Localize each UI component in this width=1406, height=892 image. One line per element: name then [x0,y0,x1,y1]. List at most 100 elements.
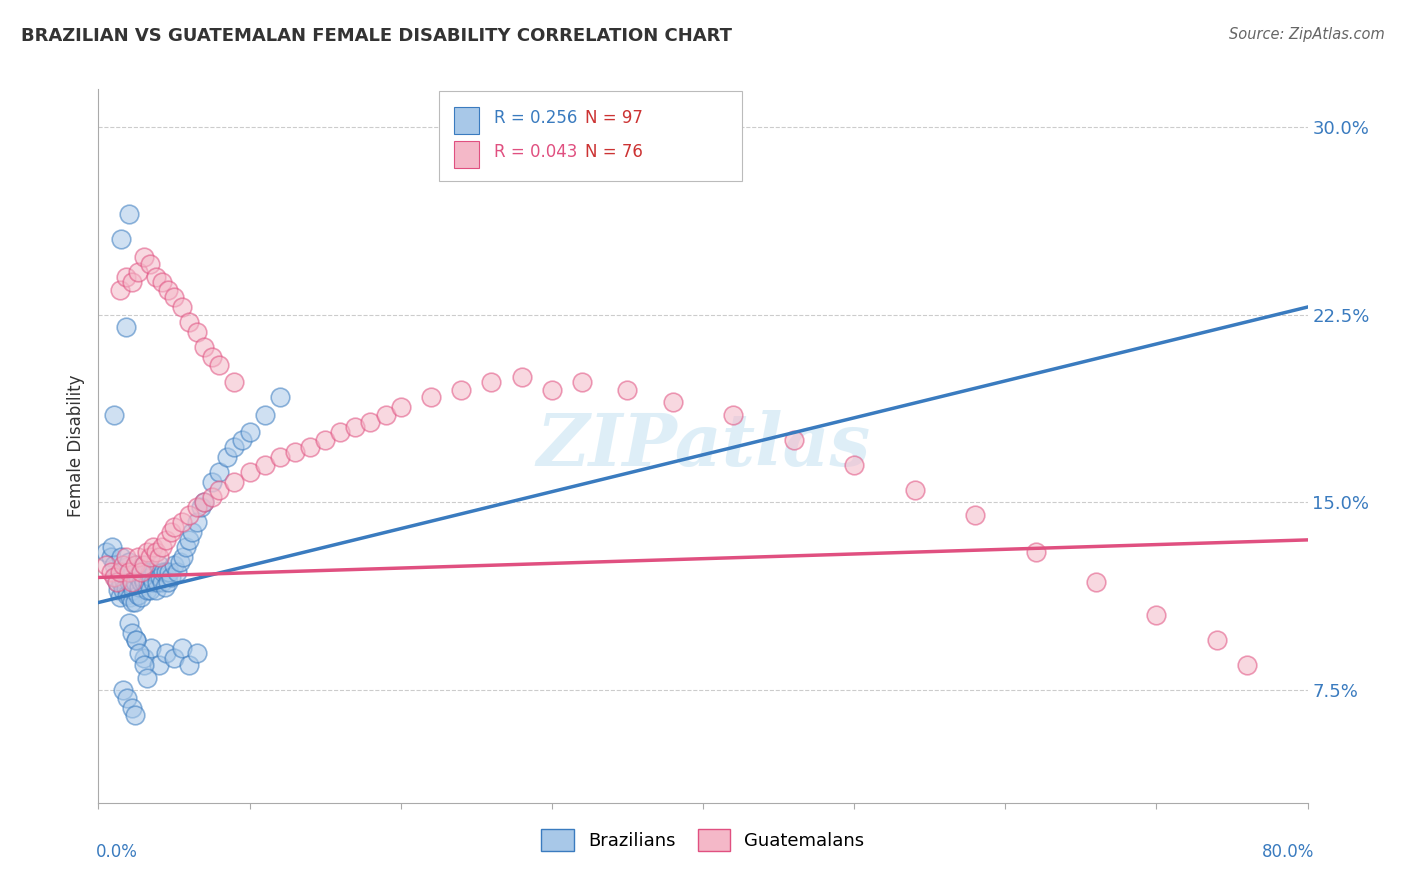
Point [186,325,208,339]
Point [110,575,132,590]
Point [112,573,135,587]
Point [510,370,533,384]
Point [141,640,163,655]
Point [174,541,197,555]
Point [186,500,208,515]
Point [163,520,186,534]
Point [132,658,155,673]
Point [105,575,128,590]
Point [284,445,307,459]
Point [152,566,174,580]
Point [129,591,152,605]
Point [127,570,149,584]
Point [231,433,253,447]
Point [155,646,177,660]
Point [181,525,204,540]
Point [783,433,806,447]
Point [224,375,246,389]
Text: 0.0%: 0.0% [96,843,138,861]
Y-axis label: Female Disability: Female Disability [66,375,84,517]
Point [110,550,132,565]
Point [110,232,132,246]
Point [125,633,148,648]
Point [121,578,143,592]
Point [269,450,291,465]
Point [108,591,131,605]
Point [118,566,141,580]
Point [135,582,157,597]
Point [142,575,165,590]
Point [125,558,148,572]
Point [1024,545,1046,559]
Point [186,516,208,530]
Point [149,570,172,584]
Point [844,458,866,472]
Point [139,582,162,597]
Point [134,566,156,580]
Point [571,375,593,389]
Point [120,570,142,584]
Point [114,270,136,285]
Point [904,483,927,497]
Text: 80.0%: 80.0% [1263,843,1315,861]
Point [1085,575,1108,590]
Point [145,582,167,597]
Text: BRAZILIAN VS GUATEMALAN FEMALE DISABILITY CORRELATION CHART: BRAZILIAN VS GUATEMALAN FEMALE DISABILIT… [21,27,733,45]
Point [329,425,352,440]
Point [118,207,141,221]
Point [103,408,125,422]
Point [111,582,134,597]
Point [160,570,183,584]
Point [253,408,276,422]
Point [115,588,138,602]
Point [104,570,127,584]
Point [127,265,149,279]
Point [94,558,117,572]
Point [360,415,382,429]
Point [139,257,162,271]
Point [148,558,170,572]
Point [101,541,124,555]
Point [146,575,169,590]
Point [118,575,141,590]
Point [129,566,152,580]
Point [215,450,238,465]
Point [420,390,443,404]
Point [114,320,136,334]
Point [114,560,136,574]
Point [94,545,117,559]
Text: R = 0.043: R = 0.043 [494,143,576,161]
Point [224,475,246,490]
Point [481,375,503,389]
Point [450,383,472,397]
Point [239,425,262,440]
Point [179,315,201,329]
Point [124,575,146,590]
Text: N = 97: N = 97 [585,109,643,127]
Point [145,270,167,285]
Point [121,625,143,640]
Point [239,465,262,479]
Point [128,581,150,595]
Point [115,690,138,705]
Point [153,581,176,595]
Point [208,483,231,497]
Point [1144,607,1167,622]
Text: ZIPatlas: ZIPatlas [536,410,870,482]
Point [965,508,987,522]
Point [120,591,142,605]
Point [108,283,131,297]
Point [139,550,162,565]
Point [155,533,177,547]
Point [193,495,215,509]
Point [139,566,162,580]
Point [118,556,141,570]
Point [540,383,562,397]
Point [155,566,177,580]
Point [100,566,122,580]
Point [344,420,367,434]
Point [193,340,215,354]
Point [132,250,155,264]
Point [163,290,186,304]
Point [127,588,149,602]
